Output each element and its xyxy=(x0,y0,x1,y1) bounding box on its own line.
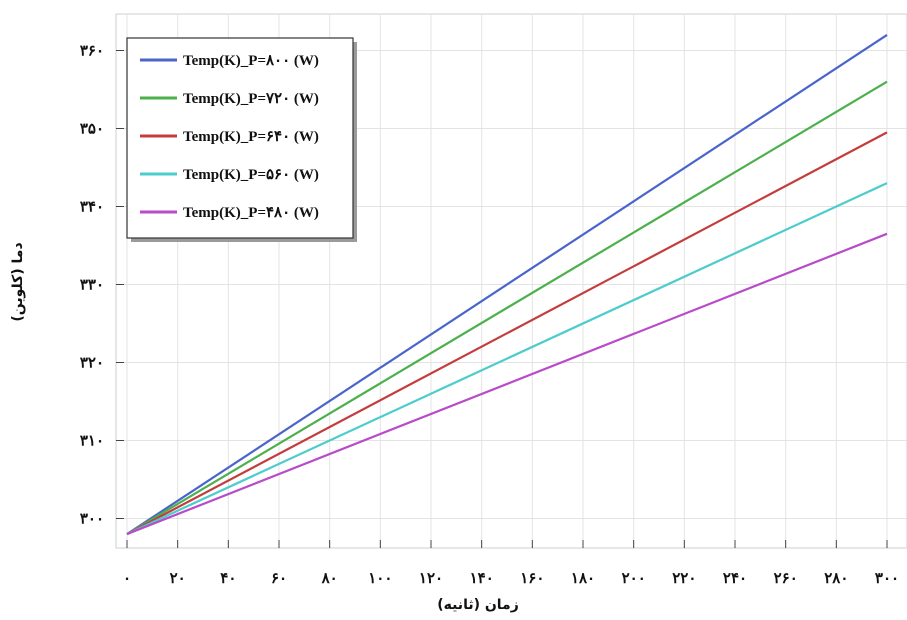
y-axis-ticks: ۳۰۰ ۳۱۰ ۳۲۰ ۳۳۰ ۳۴۰ ۳۵۰ ۳۶۰ xyxy=(80,42,124,528)
x-tick-label: ۱۲۰ xyxy=(419,569,443,587)
x-tick-label: ۲۲۰ xyxy=(672,569,696,587)
x-axis-ticks: ۰ ۲۰ ۴۰ ۶۰ ۸۰ ۱۰۰ ۱۲۰ ۱۴۰ ۱۶۰ ۱۸۰ ۲۰۰ ۲۲۰ ۲۴۰ ۲۶۰ ۲۸۰ ۳… xyxy=(123,540,899,587)
legend-label-3: Temp(K)_P=۶۴۰ (W) xyxy=(183,129,319,145)
legend-items: Temp(K)_P=۸۰۰ (W) Temp(K)_P=۷۲۰ (W) Temp(K… xyxy=(140,53,319,221)
x-tick-label: ۲۰۰ xyxy=(622,569,646,587)
x-tick-label: ۴۰ xyxy=(220,569,236,587)
series-line-5 xyxy=(126,232,888,536)
x-tick-label: ۲۴۰ xyxy=(723,569,747,587)
x-tick-label: ۲۶۰ xyxy=(774,569,798,587)
series-line-2 xyxy=(126,80,888,536)
x-tick-label: ۱۶۰ xyxy=(520,569,544,587)
x-tick-label: ۶۰ xyxy=(271,569,287,587)
series-line-1 xyxy=(126,33,888,536)
x-tick-label: ۱۰۰ xyxy=(368,569,392,587)
y-tick-label: ۳۵۰ xyxy=(80,120,104,138)
x-tick-label: ۱۸۰ xyxy=(571,569,595,587)
x-tick-label: ۰ xyxy=(123,569,131,587)
y-tick-label: ۳۶۰ xyxy=(80,42,104,60)
series-line-3 xyxy=(126,131,888,536)
x-tick-label: ۱۴۰ xyxy=(470,569,494,587)
x-tick-label: ۲۸۰ xyxy=(824,569,848,587)
x-tick-label: ۸۰ xyxy=(321,569,338,587)
y-axis-label: دما (کلوین) xyxy=(10,242,26,321)
legend-box xyxy=(126,37,354,239)
y-tick-label: ۳۴۰ xyxy=(80,198,104,216)
legend-label-2: Temp(K)_P=۷۲۰ (W) xyxy=(183,91,319,107)
x-tick-label: ۲۰ xyxy=(170,569,186,587)
series-lines xyxy=(126,33,888,536)
y-tick-label: ۳۱۰ xyxy=(80,432,104,450)
x-tick-label: ۳۰۰ xyxy=(875,569,899,587)
legend: Temp(K)_P=۸۰۰ (W) Temp(K)_P=۷۲۰ (W) Temp(K… xyxy=(126,37,357,242)
x-axis-label: زمان (ثانیه) xyxy=(437,597,519,613)
legend-label-5: Temp(K)_P=۴۸۰ (W) xyxy=(183,205,319,221)
legend-label-1: Temp(K)_P=۸۰۰ (W) xyxy=(183,53,319,69)
series-line-4 xyxy=(126,182,888,536)
y-tick-label: ۳۲۰ xyxy=(80,354,104,372)
y-tick-label: ۳۰۰ xyxy=(80,510,104,528)
legend-label-4: Temp(K)_P=۵۶۰ (W) xyxy=(183,167,319,183)
y-tick-label: ۳۳۰ xyxy=(80,276,104,294)
